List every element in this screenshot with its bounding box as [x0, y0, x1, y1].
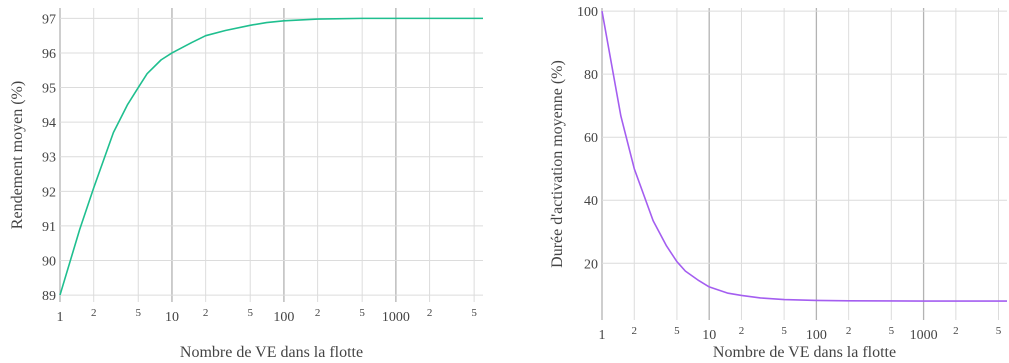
- x-tick-label: 2: [315, 307, 321, 319]
- x-tick-label: 5: [136, 307, 142, 319]
- x-tick-label: 1: [599, 328, 606, 343]
- series-line: [59, 17, 483, 296]
- x-tick-label: 10: [702, 328, 716, 343]
- y-tick-label: 94: [42, 116, 56, 131]
- chart-rendement-moyen: 1 2 5 10 2 5 100 2 5 1000 2 5 89 90 91 92 93 94 95 96 97 Nomb…: [9, 8, 483, 361]
- x-tick-label: 2: [953, 325, 959, 337]
- x-tick-label: 2: [91, 307, 97, 319]
- y-axis-title: Rendement moyen (%): [9, 81, 26, 229]
- y-tick-label: 40: [584, 194, 598, 209]
- x-tick-label: 1000: [382, 310, 410, 325]
- y-tick-label: 95: [42, 82, 56, 97]
- y-axis-title: Durée d'activation moyenne (%): [549, 60, 566, 268]
- x-tick-label: 5: [996, 325, 1002, 337]
- x-tick-label: 1: [57, 310, 64, 325]
- y-tick-label: 96: [42, 47, 56, 62]
- x-tick-label: 5: [781, 325, 787, 337]
- series-line: [601, 11, 1007, 302]
- x-tick-label: 5: [359, 307, 365, 319]
- x-tick-label: 2: [739, 325, 745, 337]
- x-tick-label: 5: [247, 307, 253, 319]
- y-tick-label: 93: [42, 151, 56, 166]
- x-tick-label: 5: [471, 307, 477, 319]
- x-tick-label: 5: [674, 325, 680, 337]
- y-tick-label: 80: [584, 68, 598, 83]
- x-tick-label: 2: [846, 325, 852, 337]
- y-tick-label: 97: [42, 12, 56, 27]
- x-tick-label: 1000: [910, 328, 938, 343]
- x-tick-label: 2: [203, 307, 209, 319]
- y-tick-label: 100: [577, 5, 598, 20]
- y-tick-label: 20: [584, 257, 598, 272]
- x-axis-title: Nombre de VE dans la flotte: [713, 344, 896, 361]
- x-tick-label: 10: [165, 310, 179, 325]
- x-tick-label: 100: [273, 310, 294, 325]
- x-tick-label: 2: [632, 325, 638, 337]
- x-tick-label: 5: [889, 325, 895, 337]
- y-tick-label: 92: [42, 185, 56, 200]
- y-tick-label: 89: [42, 289, 56, 304]
- y-tick-label: 90: [42, 254, 56, 269]
- y-tick-label: 60: [584, 131, 598, 146]
- x-axis-title: Nombre de VE dans la flotte: [180, 344, 363, 361]
- x-tick-label: 2: [427, 307, 433, 319]
- x-tick-label: 100: [806, 328, 827, 343]
- y-tick-label: 91: [42, 220, 56, 235]
